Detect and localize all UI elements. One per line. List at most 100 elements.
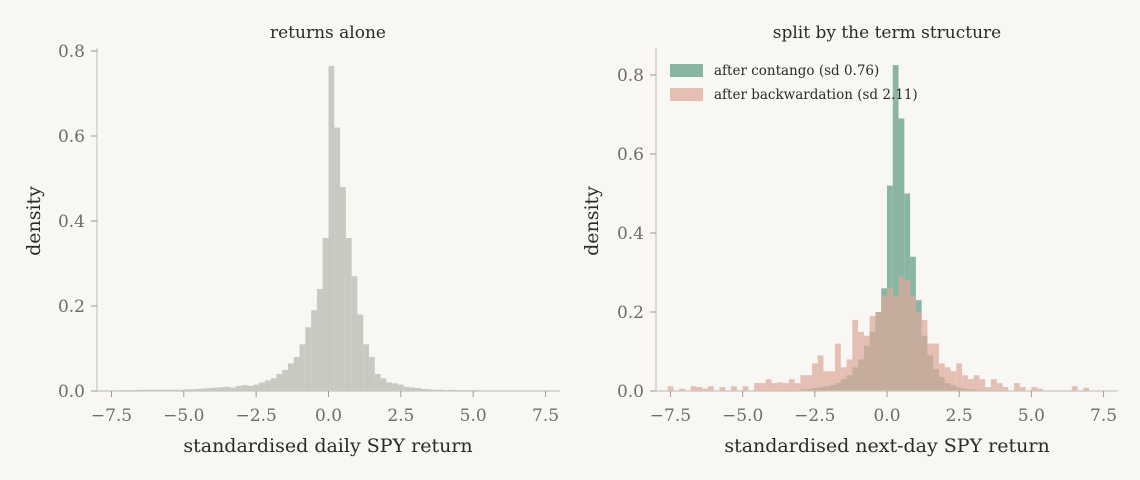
histogram-bar: [189, 389, 196, 391]
histogram-bar: [794, 383, 801, 391]
panel-returns-alone: returns alone −7.5 −5.0 −2.5 0.0 2.5 5.0 7.5 0…: [23, 23, 560, 457]
histogram-bar: [351, 276, 358, 391]
histogram-bar: [887, 288, 893, 391]
y-tick-label: 0.6: [58, 127, 85, 147]
histogram-bar: [904, 280, 911, 391]
x-axis-label: standardised daily SPY return: [183, 435, 472, 457]
histogram-bar: [241, 385, 248, 391]
y-tick-label: 0.2: [617, 303, 644, 323]
histogram-bar: [765, 379, 772, 391]
y-tick-label: 0.6: [617, 145, 644, 165]
histogram-bar: [719, 387, 726, 391]
x-tick-label: −5.0: [163, 406, 204, 426]
legend-swatch-backwardation: [670, 88, 703, 101]
x-tick-label: 2.5: [387, 406, 414, 426]
histogram-bar: [195, 388, 202, 392]
histogram-bar: [759, 383, 766, 391]
histogram-bar: [990, 379, 997, 391]
histogram-bar: [973, 375, 980, 391]
histogram-bars: [667, 65, 1090, 391]
histogram-bar: [783, 383, 789, 391]
histogram-bar: [881, 296, 887, 391]
histogram-bar: [869, 315, 876, 391]
histogram-bar: [259, 382, 265, 391]
histogram-bar: [247, 385, 254, 391]
histogram-bar: [426, 389, 433, 391]
histogram-bar: [450, 389, 456, 391]
histogram-bar: [432, 389, 439, 391]
histogram-bar: [328, 65, 335, 392]
histogram-bar: [392, 383, 398, 391]
histogram-bar: [363, 344, 370, 391]
histogram-bar: [172, 389, 179, 391]
x-tick-label: 0.0: [873, 406, 900, 426]
histogram-bar: [788, 379, 795, 391]
histogram-bar: [840, 367, 847, 391]
histogram-bar: [777, 382, 784, 391]
x-axis-label: standardised next-day SPY return: [724, 435, 1049, 457]
y-tick-label: 0.0: [58, 382, 85, 402]
legend-label-backwardation: after backwardation (sd 2.11): [714, 87, 918, 103]
histogram-bar: [875, 312, 882, 391]
y-tick-label: 0.8: [617, 66, 644, 86]
histogram-bar: [707, 386, 714, 391]
histogram-bar: [212, 387, 219, 391]
y-axis-label: density: [23, 186, 45, 256]
histogram-bar: [1019, 387, 1026, 391]
x-tick-label: −2.5: [236, 406, 277, 426]
histogram-bar: [696, 387, 703, 391]
y-axis-label: density: [581, 186, 603, 256]
legend: after contango (sd 0.76) after backwarda…: [670, 63, 918, 103]
histogram-bar: [927, 343, 934, 391]
y-tick-label: 0.0: [617, 382, 644, 402]
histogram-bar: [979, 379, 986, 391]
histogram-bar: [667, 386, 674, 391]
histogram-bar: [415, 388, 422, 391]
histogram-bar: [374, 374, 381, 391]
histogram-bar: [270, 378, 277, 391]
y-ticks: 0.0 0.2 0.4 0.6 0.8: [58, 42, 97, 402]
histogram-bar: [950, 371, 957, 391]
histogram-bar: [282, 369, 288, 391]
histogram-bar: [218, 387, 225, 391]
histogram-bar: [143, 389, 150, 391]
histogram-bar: [160, 389, 167, 391]
panel-split-by-term-structure: split by the term structure −7.5 −5.0 −2.5…: [581, 23, 1118, 457]
legend-label-contango: after contango (sd 0.76): [714, 63, 879, 79]
x-tick-label: 5.0: [460, 406, 487, 426]
y-tick-label: 0.4: [58, 212, 85, 232]
histogram-bar: [154, 389, 161, 391]
histogram-bar: [178, 389, 184, 391]
histogram-bar: [863, 335, 870, 391]
histogram-bar: [835, 343, 841, 391]
histogram-bar: [287, 363, 294, 392]
histogram-bar: [1071, 386, 1078, 391]
histogram-bar: [316, 289, 323, 391]
histogram-bar: [817, 355, 824, 391]
histogram-bar: [1002, 387, 1009, 391]
histogram-bar: [421, 388, 427, 392]
histogram-bar: [334, 127, 341, 391]
histogram-bar: [357, 314, 364, 391]
x-tick-label: 0.0: [315, 406, 342, 426]
histogram-bar: [771, 383, 778, 391]
histogram-bar: [898, 118, 905, 391]
y-ticks: 0.0 0.2 0.4 0.6 0.8: [617, 66, 656, 402]
histogram-bar: [380, 378, 387, 391]
histogram-bar: [892, 65, 899, 391]
histogram-bar: [962, 375, 968, 391]
histogram-bar: [253, 384, 260, 392]
chart-title: split by the term structure: [773, 23, 1002, 43]
histogram-bar: [305, 327, 312, 391]
histogram-bar: [299, 344, 306, 391]
histogram-bar: [742, 386, 749, 391]
histogram-bar: [311, 310, 317, 391]
histogram-bar: [201, 388, 207, 391]
x-tick-label: 5.0: [1018, 406, 1045, 426]
histogram-bar: [823, 371, 830, 391]
histogram-bar: [264, 380, 271, 392]
histogram-bar: [1031, 387, 1038, 391]
histogram-bar: [898, 276, 905, 391]
histogram-bar: [852, 319, 859, 391]
